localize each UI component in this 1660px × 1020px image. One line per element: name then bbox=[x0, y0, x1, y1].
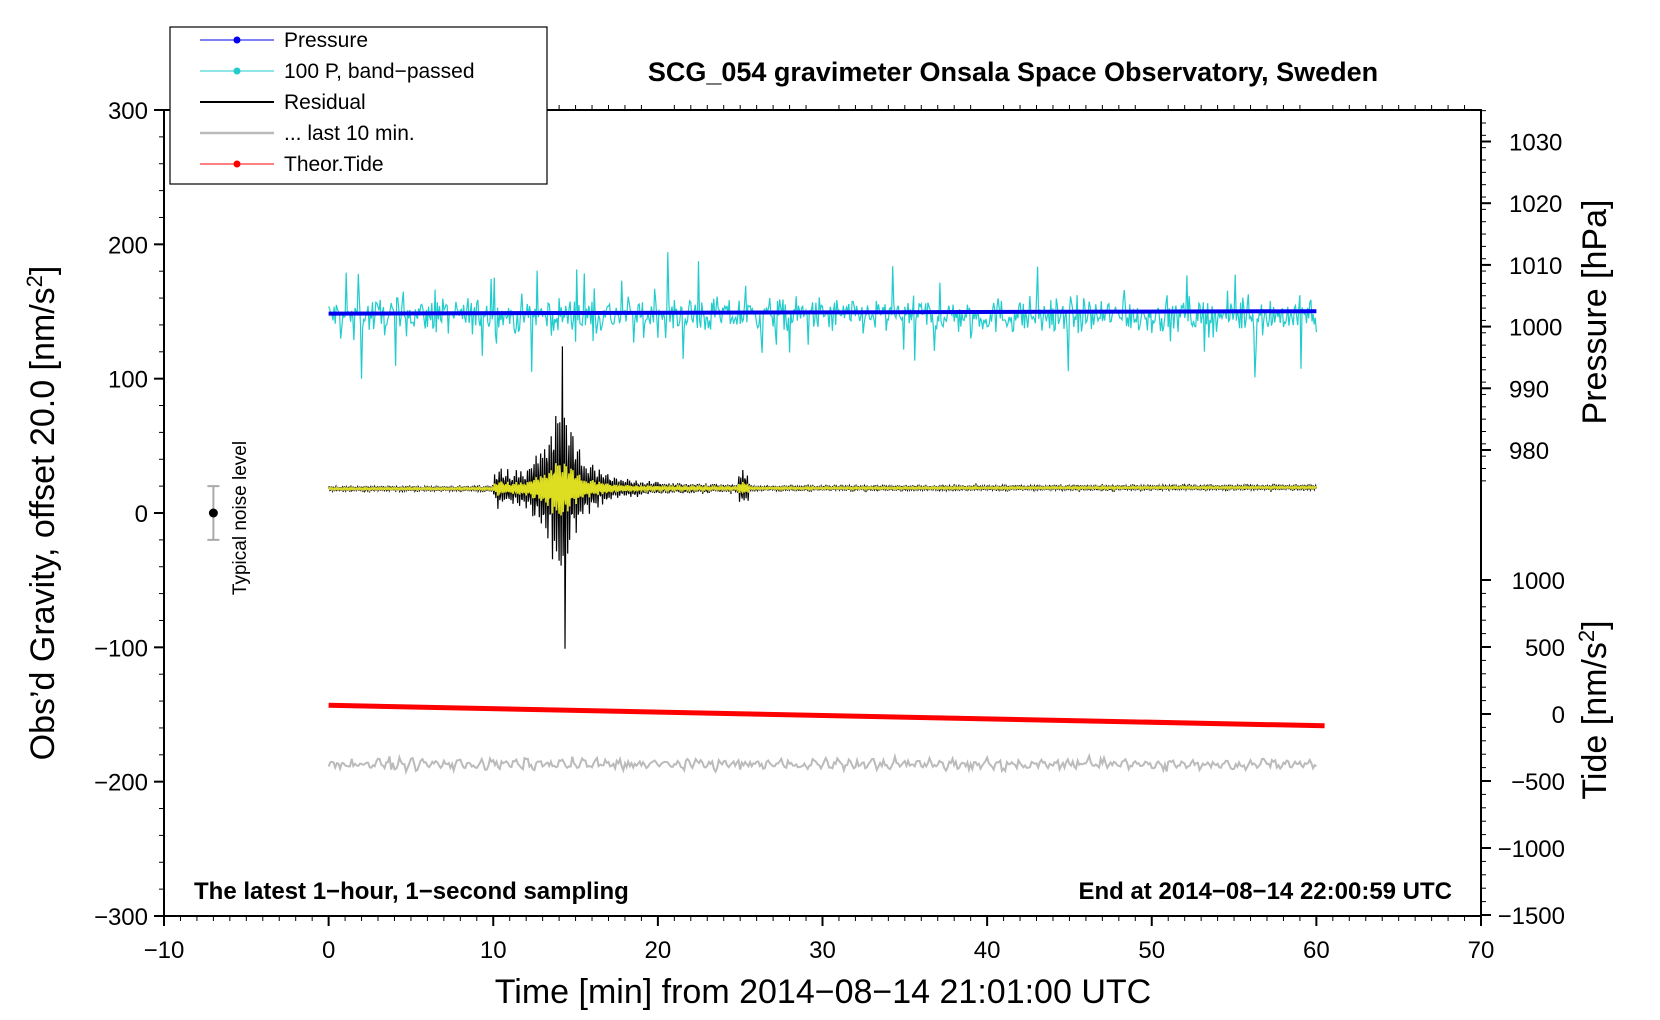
pressure-tick-label: 1030 bbox=[1509, 130, 1562, 157]
pressure-tick-label: 990 bbox=[1509, 376, 1549, 403]
x-tick-label: 0 bbox=[322, 937, 335, 964]
pressure-axis-title: Pressure [hPa] bbox=[1576, 200, 1614, 425]
x-tick-label: 20 bbox=[645, 937, 672, 964]
svg-text:Theor.Tide: Theor.Tide bbox=[284, 153, 384, 176]
x-tick-label: 70 bbox=[1468, 937, 1495, 964]
tide-tick-label: 1000 bbox=[1512, 568, 1565, 595]
x-tick-label: 30 bbox=[809, 937, 836, 964]
tide-axis: 1000 500 0 −500 −1000 −1500 bbox=[1481, 568, 1565, 930]
x-tick-label: 40 bbox=[974, 937, 1001, 964]
chart-title: SCG_054 gravimeter Onsala Space Observat… bbox=[648, 57, 1378, 87]
tide-axis-title: Tide [nm/s2] bbox=[1574, 620, 1614, 799]
pressure-tick-label: 1010 bbox=[1509, 253, 1562, 280]
pressure-axis: 1030 1020 1010 1000 990 980 bbox=[1481, 110, 1562, 482]
legend-box bbox=[169, 26, 548, 185]
noise-level-label: Typical noise level bbox=[230, 441, 251, 595]
pressure-trace bbox=[328, 309, 1317, 316]
x-tick-label: 60 bbox=[1303, 937, 1330, 964]
legend-item-theor-tide: Theor.Tide bbox=[200, 153, 384, 176]
footer-right-note: End at 2014−08−14 22:00:59 UTC bbox=[1078, 878, 1452, 905]
pressure-tick-label: 1000 bbox=[1509, 315, 1562, 342]
legend-item-pressure: Pressure bbox=[200, 29, 368, 52]
tide-tick-label: −1000 bbox=[1498, 836, 1565, 863]
noise-level-marker bbox=[207, 485, 220, 541]
tide-tick-label: −1500 bbox=[1498, 903, 1565, 930]
legend-item-last-10-min: ... last 10 min. bbox=[200, 122, 415, 145]
band-passed-pressure-trace bbox=[328, 252, 1317, 379]
x-tick-label: −10 bbox=[144, 937, 185, 964]
gravity-axis: 300 200 100 0 −100 −200 −300 bbox=[94, 98, 164, 931]
x-tick-label: 50 bbox=[1138, 937, 1165, 964]
legend: Pressure 100 P, band−passed Residual ...… bbox=[169, 26, 548, 185]
pressure-tick-label: 1020 bbox=[1509, 191, 1562, 218]
last-10-min-trace bbox=[327, 752, 1317, 776]
tide-tick-label: 0 bbox=[1552, 702, 1565, 729]
pressure-tick-label: 980 bbox=[1509, 438, 1549, 465]
svg-text:100 P, band−passed: 100 P, band−passed bbox=[284, 60, 475, 83]
footer-left-note: The latest 1−hour, 1−second sampling bbox=[194, 878, 629, 905]
x-axis: −10 0 10 20 30 40 50 60 70 bbox=[144, 105, 1495, 964]
y-tick-label: 200 bbox=[108, 232, 148, 259]
svg-text:Pressure: Pressure bbox=[284, 29, 368, 52]
x-axis-title: Time [min] from 2014−08−14 21:01:00 UTC bbox=[495, 973, 1151, 1011]
y-tick-label: −100 bbox=[94, 635, 148, 662]
x-tick-label: 10 bbox=[480, 937, 507, 964]
y-tick-label: 100 bbox=[108, 367, 148, 394]
svg-text:... last 10 min.: ... last 10 min. bbox=[284, 122, 415, 145]
tide-tick-label: −500 bbox=[1511, 769, 1565, 796]
y-axis-title: Obs’d Gravity, offset 20.0 [nm/s2] bbox=[22, 266, 62, 761]
y-tick-label: −300 bbox=[94, 904, 148, 931]
legend-item-residual: Residual bbox=[200, 91, 366, 114]
theoretical-tide-trace bbox=[328, 702, 1325, 729]
legend-item-band-passed: 100 P, band−passed bbox=[200, 60, 475, 83]
svg-text:Residual: Residual bbox=[284, 91, 366, 114]
band-passed-residual-trace bbox=[327, 463, 1318, 516]
y-tick-label: 0 bbox=[135, 501, 148, 528]
tide-tick-label: 500 bbox=[1525, 635, 1565, 662]
y-tick-label: 300 bbox=[108, 98, 148, 125]
y-tick-label: −200 bbox=[94, 770, 148, 797]
